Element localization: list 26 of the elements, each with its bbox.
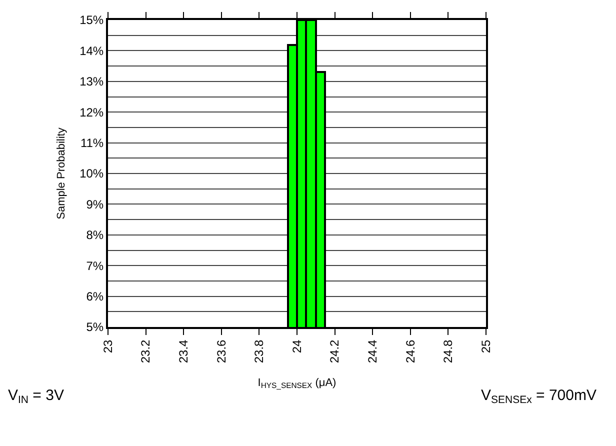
y-tick-label: 5% — [86, 320, 104, 334]
x-tick-label: 24.6 — [403, 339, 418, 364]
y-tick-label: 13% — [80, 74, 104, 89]
y-tick-label: 12% — [80, 105, 104, 120]
y-tick-label: 9% — [86, 197, 104, 212]
x-tick-label: 23.6 — [214, 339, 228, 364]
y-tick-label: 10% — [80, 166, 104, 181]
x-tick-label: 24 — [290, 339, 304, 354]
x-tick-label: 24.4 — [366, 339, 380, 364]
x-tick-label: 23 — [100, 339, 115, 354]
x-tick-label: 23.8 — [252, 339, 266, 364]
y-tick-label: 15% — [80, 13, 104, 28]
y-tick-label: 6% — [86, 290, 104, 304]
text: V$_{IN}$ = 3V — [8, 387, 64, 406]
y-axis-title: Sample Probability — [56, 127, 68, 220]
x-tick-label: 23.4 — [176, 339, 190, 364]
x-tick-label: 23.2 — [138, 339, 153, 364]
x-tick-label: 24.2 — [328, 339, 342, 364]
y-tick-label: 14% — [80, 44, 104, 58]
x-axis-title: I$_{HYS_SENSEX}$ (μA) — [258, 376, 336, 390]
y-tick-label: 8% — [86, 228, 104, 242]
x-tick-label: 25 — [478, 339, 493, 354]
y-tick-label: 7% — [86, 258, 104, 273]
text: V$_{SENSEx}$ = 700mV — [481, 387, 596, 406]
y-tick-label: 11% — [80, 136, 104, 150]
x-tick-label: 24.8 — [441, 339, 456, 364]
